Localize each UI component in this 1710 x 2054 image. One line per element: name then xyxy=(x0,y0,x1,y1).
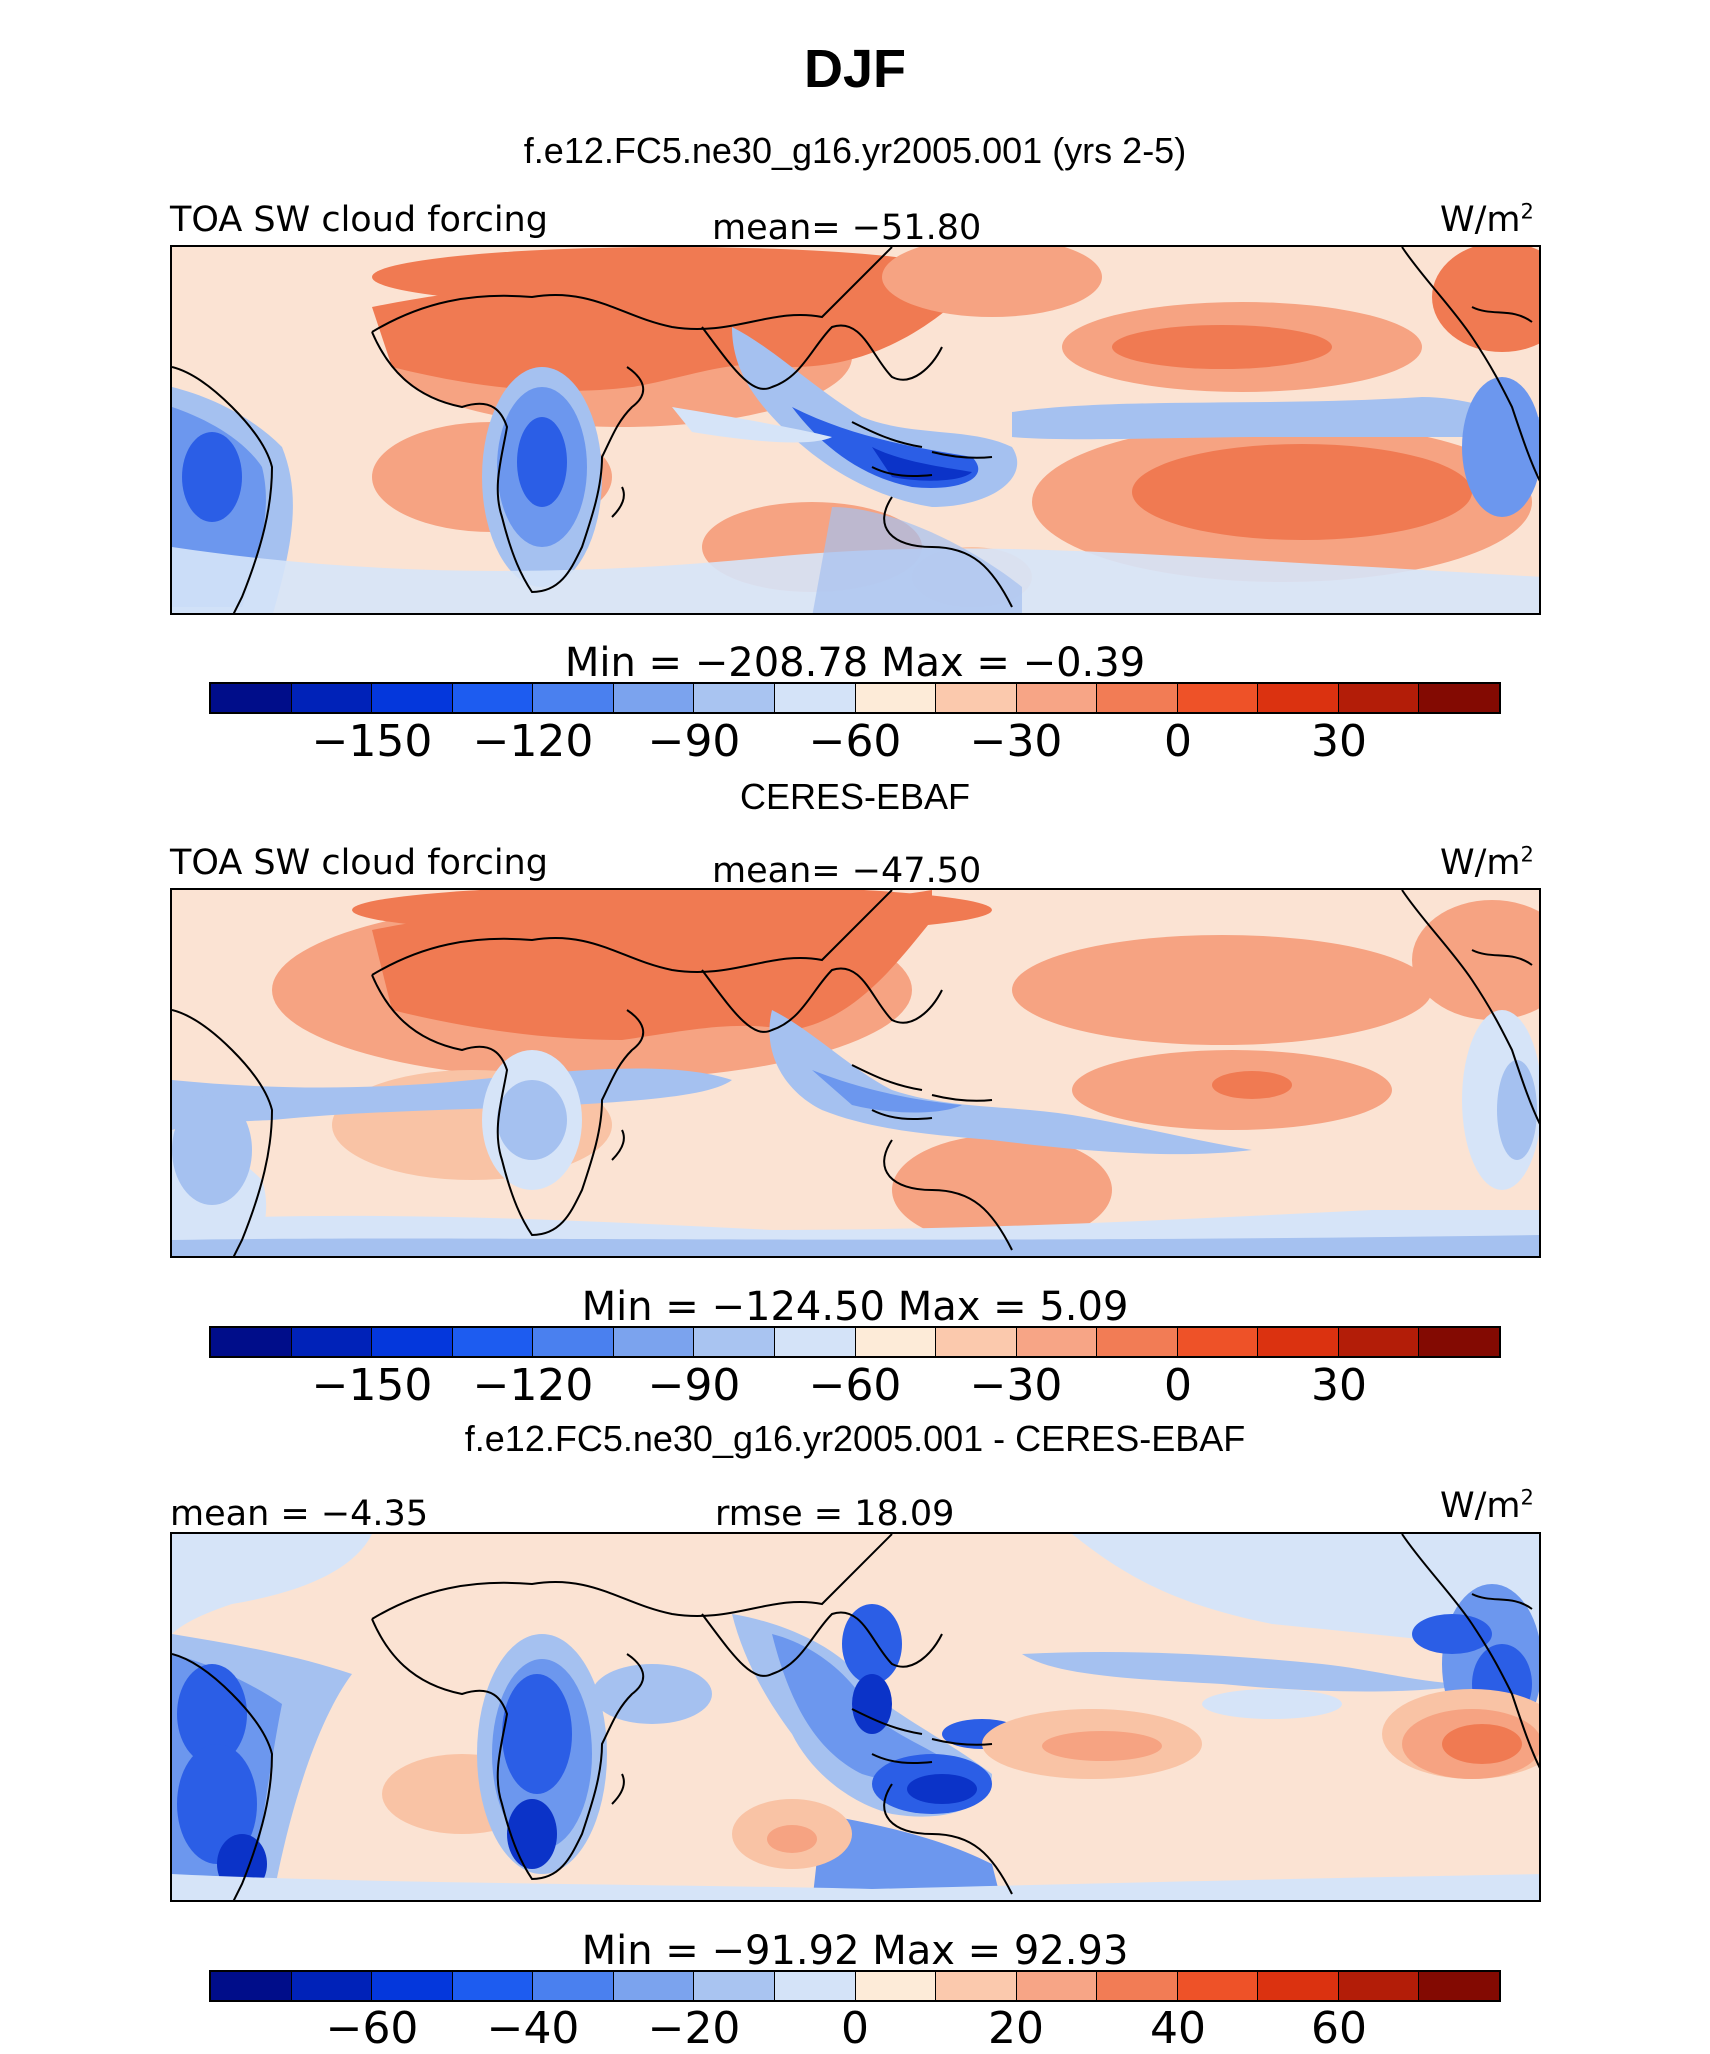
colorbar-swatch-8 xyxy=(774,684,856,712)
panel-1-colorbar-tick-7: 30 xyxy=(1311,716,1367,767)
panel-3-colorbar-tick-4: 0 xyxy=(841,2003,869,2054)
colorbar-swatch-12 xyxy=(1097,1972,1178,2000)
colorbar-swatch-8 xyxy=(774,1328,856,1356)
colorbar-swatch-6 xyxy=(613,1972,695,2000)
colorbar-swatch-15 xyxy=(1338,1972,1420,2000)
panel-2-colorbar-tick-3: −90 xyxy=(647,1360,741,1411)
panel-1-min-max-label: Min = −208.78 Max = −0.39 xyxy=(564,640,1146,686)
colorbar-swatch-1 xyxy=(211,1328,292,1356)
colorbar-swatch-15 xyxy=(1338,684,1420,712)
panel-3-colorbar-tick-7: 60 xyxy=(1311,2003,1367,2054)
panel-1-variable-label: TOA SW cloud forcing xyxy=(170,200,548,240)
colorbar-swatch-13 xyxy=(1177,684,1259,712)
colorbar-swatch-4 xyxy=(452,1972,534,2000)
panel-2-colorbar-tick-5: −30 xyxy=(969,1360,1063,1411)
colorbar-swatch-11 xyxy=(1016,1328,1098,1356)
colorbar-swatch-16 xyxy=(1419,1972,1499,2000)
panel-1-title: f.e12.FC5.ne30_g16.yr2005.001 (yrs 2-5) xyxy=(523,130,1187,171)
panel-2-variable-label: TOA SW cloud forcing xyxy=(170,843,548,883)
colorbar-swatch-5 xyxy=(533,1328,614,1356)
colorbar-swatch-8 xyxy=(774,1972,856,2000)
colorbar-swatch-14 xyxy=(1258,1972,1339,2000)
panel-3-colorbar-tick-1: −60 xyxy=(325,2003,419,2054)
page-title: DJF xyxy=(803,39,906,99)
colorbar-swatch-6 xyxy=(613,1328,695,1356)
colorbar-swatch-13 xyxy=(1177,1972,1259,2000)
panel-3-map xyxy=(170,1532,1541,1902)
colorbar-swatch-3 xyxy=(372,684,453,712)
panel-3-colorbar-tick-6: 40 xyxy=(1150,2003,1206,2054)
panel-2-colorbar-tick-6: 0 xyxy=(1164,1360,1192,1411)
colorbar-swatch-15 xyxy=(1338,1328,1420,1356)
colorbar-swatch-1 xyxy=(211,684,292,712)
panel-1-colorbar-tick-1: −150 xyxy=(311,716,433,767)
colorbar-swatch-3 xyxy=(372,1972,453,2000)
colorbar-swatch-7 xyxy=(694,684,775,712)
colorbar-swatch-2 xyxy=(291,684,373,712)
colorbar-swatch-2 xyxy=(291,1328,373,1356)
colorbar-swatch-10 xyxy=(936,684,1017,712)
panel-1-colorbar-tick-6: 0 xyxy=(1164,716,1192,767)
colorbar-swatch-14 xyxy=(1258,684,1339,712)
colorbar-swatch-11 xyxy=(1016,1972,1098,2000)
panel-3-title: f.e12.FC5.ne30_g16.yr2005.001 - CERES-EB… xyxy=(464,1418,1246,1459)
colorbar-swatch-3 xyxy=(372,1328,453,1356)
panel-3-colorbar-tick-5: 20 xyxy=(988,2003,1044,2054)
panel-3-unit-label: W/m2 xyxy=(1440,1485,1534,1526)
panel-2-min-max-label: Min = −124.50 Max = 5.09 xyxy=(581,1284,1129,1330)
colorbar-swatch-12 xyxy=(1097,684,1178,712)
panel-1-mean-label: mean= −51.80 xyxy=(712,208,982,248)
panel-1-colorbar-tick-4: −60 xyxy=(808,716,902,767)
panel-1-colorbar xyxy=(209,682,1501,714)
colorbar-swatch-13 xyxy=(1177,1328,1259,1356)
colorbar-swatch-9 xyxy=(855,684,937,712)
colorbar-swatch-7 xyxy=(694,1972,775,2000)
colorbar-swatch-14 xyxy=(1258,1328,1339,1356)
colorbar-swatch-9 xyxy=(855,1328,937,1356)
colorbar-swatch-2 xyxy=(291,1972,373,2000)
panel-2-colorbar-tick-2: −120 xyxy=(472,1360,594,1411)
panel-1-unit-label: W/m2 xyxy=(1440,199,1534,240)
panel-2-colorbar xyxy=(209,1326,1501,1358)
colorbar-swatch-7 xyxy=(694,1328,775,1356)
panel-1-colorbar-tick-2: −120 xyxy=(472,716,594,767)
panel-2-colorbar-tick-1: −150 xyxy=(311,1360,433,1411)
panel-2-title: CERES-EBAF xyxy=(739,776,971,817)
colorbar-swatch-10 xyxy=(936,1972,1017,2000)
panel-3-colorbar-tick-3: −20 xyxy=(647,2003,741,2054)
panel-1-colorbar-tick-5: −30 xyxy=(969,716,1063,767)
panel-2-colorbar-tick-7: 30 xyxy=(1311,1360,1367,1411)
colorbar-swatch-9 xyxy=(855,1972,937,2000)
colorbar-swatch-6 xyxy=(613,684,695,712)
panel-2-mean-label: mean= −47.50 xyxy=(712,851,982,891)
colorbar-swatch-11 xyxy=(1016,684,1098,712)
panel-2-map xyxy=(170,888,1541,1258)
colorbar-swatch-1 xyxy=(211,1972,292,2000)
panel-1-colorbar-tick-3: −90 xyxy=(647,716,741,767)
panel-3-rmse-label: rmse = 18.09 xyxy=(715,1494,955,1534)
panel-1-map xyxy=(170,245,1541,615)
panel-3-colorbar-tick-2: −40 xyxy=(486,2003,580,2054)
panel-3-min-max-label: Min = −91.92 Max = 92.93 xyxy=(581,1928,1129,1974)
colorbar-swatch-10 xyxy=(936,1328,1017,1356)
panel-3-mean-label: mean = −4.35 xyxy=(170,1494,429,1534)
colorbar-swatch-4 xyxy=(452,684,534,712)
colorbar-swatch-12 xyxy=(1097,1328,1178,1356)
panel-2-colorbar-tick-4: −60 xyxy=(808,1360,902,1411)
panel-2-unit-label: W/m2 xyxy=(1440,842,1534,883)
colorbar-swatch-16 xyxy=(1419,1328,1499,1356)
panel-3-colorbar xyxy=(209,1970,1501,2002)
colorbar-swatch-5 xyxy=(533,1972,614,2000)
colorbar-swatch-16 xyxy=(1419,684,1499,712)
colorbar-swatch-5 xyxy=(533,684,614,712)
colorbar-swatch-4 xyxy=(452,1328,534,1356)
